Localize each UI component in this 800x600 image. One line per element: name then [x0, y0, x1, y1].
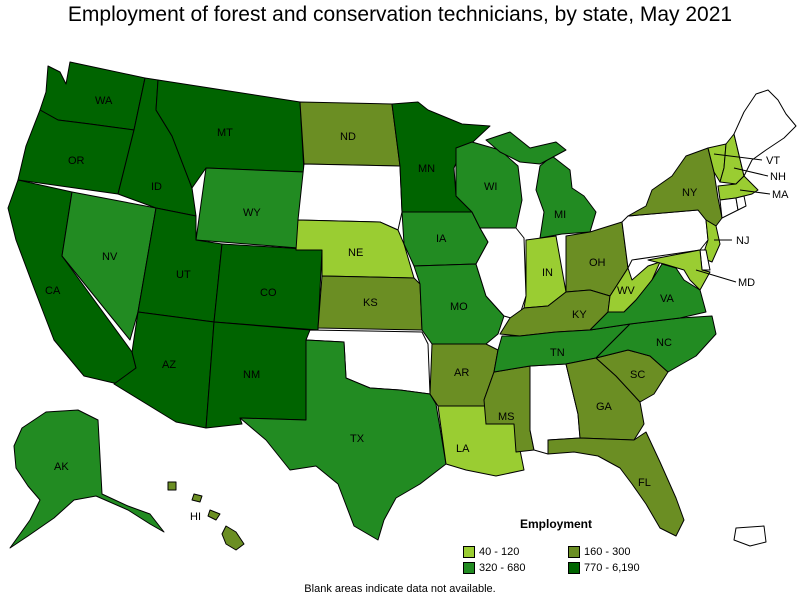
label-ky: KY: [572, 309, 587, 321]
legend-item-1: 40 - 120: [463, 546, 520, 559]
legend-label: 320 - 680: [479, 562, 526, 574]
label-nj: NJ: [736, 235, 749, 247]
label-wy: WY: [243, 207, 261, 219]
label-mt: MT: [217, 127, 233, 139]
state-mi-up[interactable]: [485, 131, 567, 165]
legend-item-3: 320 - 680: [463, 562, 526, 575]
label-ny: NY: [682, 187, 698, 199]
state-pr[interactable]: [733, 525, 767, 547]
label-sc: SC: [630, 369, 645, 381]
label-mo: MO: [450, 301, 468, 313]
legend-label: 160 - 300: [584, 546, 631, 558]
state-mi[interactable]: [535, 155, 597, 239]
map-title: Employment of forest and conservation te…: [67, 3, 733, 26]
legend-swatch: [568, 546, 580, 559]
data-note: Blank areas indicate data not available.: [304, 583, 496, 595]
label-in: IN: [542, 267, 553, 279]
state-hi-kauai[interactable]: [167, 481, 177, 491]
label-co: CO: [260, 287, 277, 299]
label-mn: MN: [418, 163, 435, 175]
label-hi: HI: [190, 511, 201, 523]
state-hi-group[interactable]: [167, 481, 245, 551]
label-ut: UT: [176, 269, 191, 281]
label-oh: OH: [589, 257, 606, 269]
label-wv: WV: [617, 285, 635, 297]
label-ak: AK: [54, 461, 69, 473]
label-ks: KS: [363, 297, 378, 309]
label-la: LA: [456, 443, 470, 455]
label-fl: FL: [638, 477, 651, 489]
leader-line-ma: [739, 189, 771, 195]
state-nv[interactable]: [61, 191, 157, 341]
label-nm: NM: [243, 369, 260, 381]
label-az: AZ: [162, 359, 176, 371]
state-fl[interactable]: [547, 431, 685, 537]
label-ms: MS: [498, 411, 515, 423]
state-me[interactable]: [733, 89, 797, 177]
label-tx: TX: [350, 433, 365, 445]
state-wi[interactable]: [455, 141, 523, 229]
label-mi: MI: [554, 209, 566, 221]
label-tn: TN: [550, 347, 565, 359]
leader-line-md: [695, 269, 737, 283]
label-vt: VT: [766, 155, 780, 167]
state-hi-maui[interactable]: [207, 509, 221, 521]
state-hi[interactable]: [221, 525, 245, 551]
label-nc: NC: [656, 337, 672, 349]
label-nd: ND: [340, 131, 356, 143]
legend-item-2: 160 - 300: [568, 546, 631, 559]
label-ma: MA: [772, 189, 789, 201]
label-ne: NE: [348, 247, 363, 259]
label-wa: WA: [95, 95, 113, 107]
label-ga: GA: [596, 401, 613, 413]
leader-line-vt: [713, 153, 763, 161]
label-ia: IA: [436, 233, 447, 245]
state-tx[interactable]: [239, 339, 447, 541]
label-ca: CA: [45, 285, 61, 297]
label-wi: WI: [484, 181, 497, 193]
legend-swatch: [463, 546, 475, 559]
legend-swatch: [463, 562, 475, 575]
state-md[interactable]: [647, 249, 711, 291]
label-ar: AR: [454, 367, 469, 379]
state-ri[interactable]: [735, 195, 747, 211]
state-hi-oahu[interactable]: [191, 493, 203, 503]
state-ct[interactable]: [719, 197, 739, 219]
label-va: VA: [660, 293, 675, 305]
legend-title: Employment: [520, 517, 593, 531]
legend-item-4: 770 - 6,190: [568, 562, 640, 575]
label-nh: NH: [770, 171, 786, 183]
label-or: OR: [68, 155, 85, 167]
state-ak[interactable]: [9, 409, 165, 549]
legend-label: 770 - 6,190: [584, 562, 640, 574]
label-md: MD: [738, 277, 755, 289]
leader-line-nh: [733, 167, 769, 177]
label-id: ID: [151, 181, 162, 193]
label-nv: NV: [102, 251, 118, 263]
legend-swatch: [568, 562, 580, 575]
legend-label: 40 - 120: [479, 546, 520, 558]
